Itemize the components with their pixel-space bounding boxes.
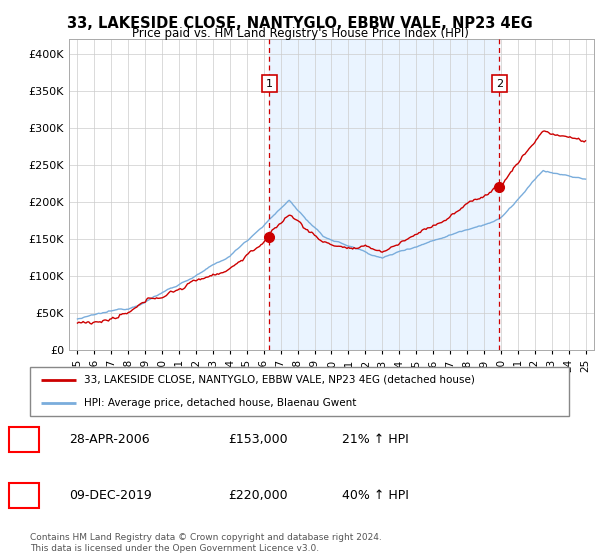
Text: 33, LAKESIDE CLOSE, NANTYGLO, EBBW VALE, NP23 4EG: 33, LAKESIDE CLOSE, NANTYGLO, EBBW VALE,…	[67, 16, 533, 31]
Text: 33, LAKESIDE CLOSE, NANTYGLO, EBBW VALE, NP23 4EG (detached house): 33, LAKESIDE CLOSE, NANTYGLO, EBBW VALE,…	[84, 375, 475, 385]
Text: 2: 2	[496, 78, 503, 88]
Text: 1: 1	[266, 78, 273, 88]
Text: £220,000: £220,000	[228, 489, 287, 502]
Text: £153,000: £153,000	[228, 433, 287, 446]
Text: 09-DEC-2019: 09-DEC-2019	[69, 489, 152, 502]
Text: This data is licensed under the Open Government Licence v3.0.: This data is licensed under the Open Gov…	[30, 544, 319, 553]
FancyBboxPatch shape	[30, 367, 569, 416]
Bar	[269, 39, 499, 350]
Text: Price paid vs. HM Land Registry's House Price Index (HPI): Price paid vs. HM Land Registry's House …	[131, 27, 469, 40]
Text: 21% ↑ HPI: 21% ↑ HPI	[342, 433, 409, 446]
Text: 40% ↑ HPI: 40% ↑ HPI	[342, 489, 409, 502]
Text: 28-APR-2006: 28-APR-2006	[69, 433, 149, 446]
Text: 2: 2	[20, 489, 28, 502]
Text: Contains HM Land Registry data © Crown copyright and database right 2024.: Contains HM Land Registry data © Crown c…	[30, 533, 382, 542]
Text: 1: 1	[20, 433, 28, 446]
Text: HPI: Average price, detached house, Blaenau Gwent: HPI: Average price, detached house, Blae…	[84, 398, 356, 408]
